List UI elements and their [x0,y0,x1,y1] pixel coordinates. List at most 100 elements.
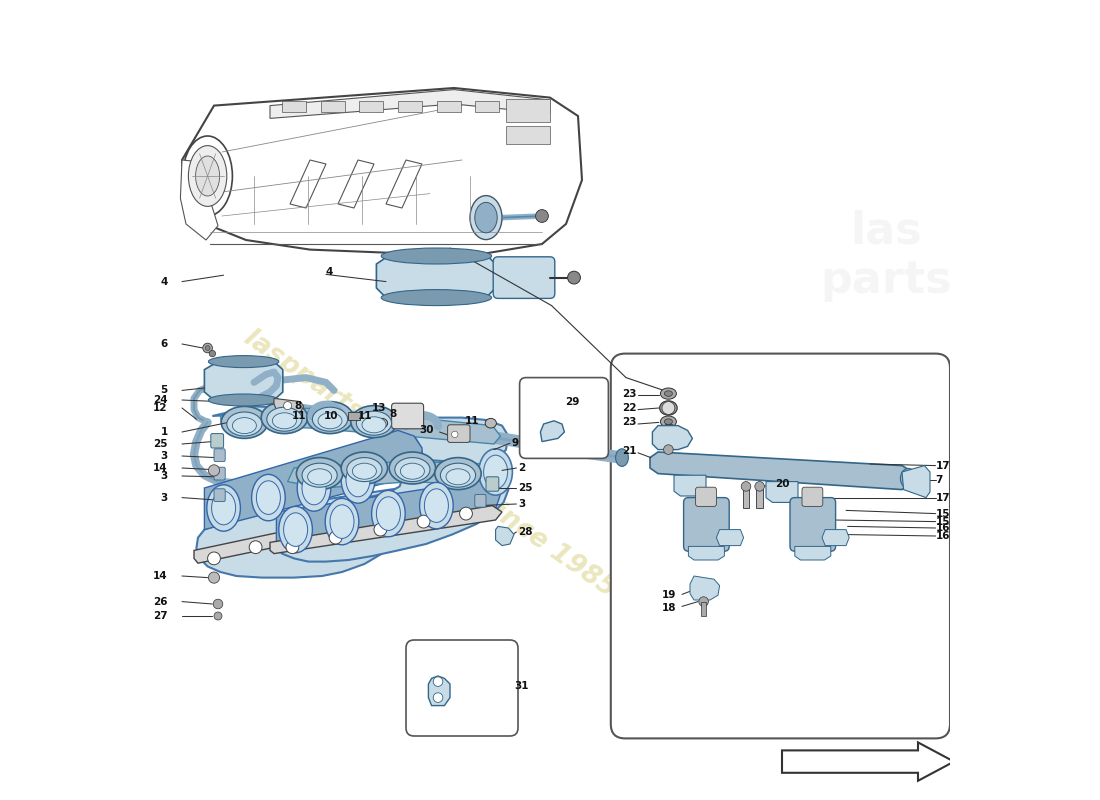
Bar [701,602,706,616]
Ellipse shape [207,485,241,531]
Polygon shape [205,362,283,400]
Text: 8: 8 [295,402,302,411]
Ellipse shape [351,406,397,438]
Ellipse shape [252,474,285,521]
Polygon shape [276,478,502,546]
Circle shape [417,515,430,528]
Circle shape [339,519,352,532]
Polygon shape [205,430,422,530]
Text: 25: 25 [153,439,167,449]
Ellipse shape [326,498,359,545]
Ellipse shape [478,449,513,495]
Text: laspparts for parts since 1985: laspparts for parts since 1985 [240,325,620,603]
Circle shape [374,523,387,536]
Ellipse shape [307,402,353,434]
Circle shape [755,482,764,491]
FancyBboxPatch shape [683,498,729,551]
Circle shape [213,599,223,609]
Circle shape [208,465,220,476]
Circle shape [433,693,443,702]
FancyBboxPatch shape [448,425,470,442]
Polygon shape [540,421,564,442]
FancyBboxPatch shape [475,494,486,507]
Text: 24: 24 [153,395,167,405]
Ellipse shape [341,452,387,484]
Circle shape [286,541,299,554]
Ellipse shape [183,136,232,216]
Text: 2: 2 [518,463,526,473]
Text: 16: 16 [936,523,950,533]
Polygon shape [386,160,422,208]
Circle shape [536,210,549,222]
Ellipse shape [400,463,425,479]
Ellipse shape [341,457,375,503]
Ellipse shape [318,413,342,429]
FancyBboxPatch shape [802,487,823,506]
Ellipse shape [232,418,256,434]
FancyBboxPatch shape [214,449,225,462]
FancyBboxPatch shape [519,378,608,458]
Bar [506,99,550,122]
Ellipse shape [284,513,308,546]
Ellipse shape [278,506,312,553]
Polygon shape [194,506,414,563]
Circle shape [214,612,222,620]
Bar [349,412,360,420]
Text: 23: 23 [621,389,637,398]
Ellipse shape [362,417,386,433]
Ellipse shape [389,452,436,484]
Ellipse shape [273,413,296,429]
Bar [321,101,344,112]
Ellipse shape [221,406,267,438]
Text: 12: 12 [153,403,167,413]
Text: 11: 11 [465,416,480,426]
Polygon shape [650,452,910,490]
Polygon shape [276,460,508,562]
Ellipse shape [267,407,303,431]
Bar [742,488,749,508]
Text: 28: 28 [518,527,532,537]
Polygon shape [674,475,706,496]
Circle shape [284,402,292,410]
Polygon shape [338,160,374,208]
Polygon shape [822,530,849,546]
Ellipse shape [419,482,453,529]
Ellipse shape [425,489,449,522]
Ellipse shape [484,455,507,489]
FancyBboxPatch shape [392,403,424,429]
Circle shape [662,402,674,414]
Ellipse shape [330,505,354,538]
Polygon shape [766,482,797,502]
Polygon shape [274,398,304,412]
Ellipse shape [660,388,676,399]
Bar [398,101,422,112]
FancyBboxPatch shape [486,477,498,491]
Bar [475,101,499,112]
Polygon shape [270,90,550,118]
Ellipse shape [312,407,348,431]
Circle shape [460,507,472,520]
Text: 11: 11 [292,411,306,421]
Polygon shape [290,160,326,208]
Polygon shape [270,506,502,554]
Text: 17: 17 [936,461,950,470]
Ellipse shape [475,202,497,233]
Circle shape [208,552,220,565]
Ellipse shape [352,463,376,479]
Bar [360,101,383,112]
Circle shape [208,572,220,583]
Polygon shape [287,462,508,488]
Circle shape [433,677,443,686]
Ellipse shape [395,458,430,482]
Text: 7: 7 [936,475,943,485]
Text: 3: 3 [161,451,167,461]
Ellipse shape [256,481,280,514]
Text: 10: 10 [324,411,339,421]
Text: 13: 13 [372,403,386,413]
Ellipse shape [302,463,338,487]
Ellipse shape [346,463,370,497]
Text: 26: 26 [153,597,167,606]
Text: las
parts: las parts [821,210,952,302]
Text: 19: 19 [662,590,676,600]
Text: 8: 8 [389,410,396,419]
